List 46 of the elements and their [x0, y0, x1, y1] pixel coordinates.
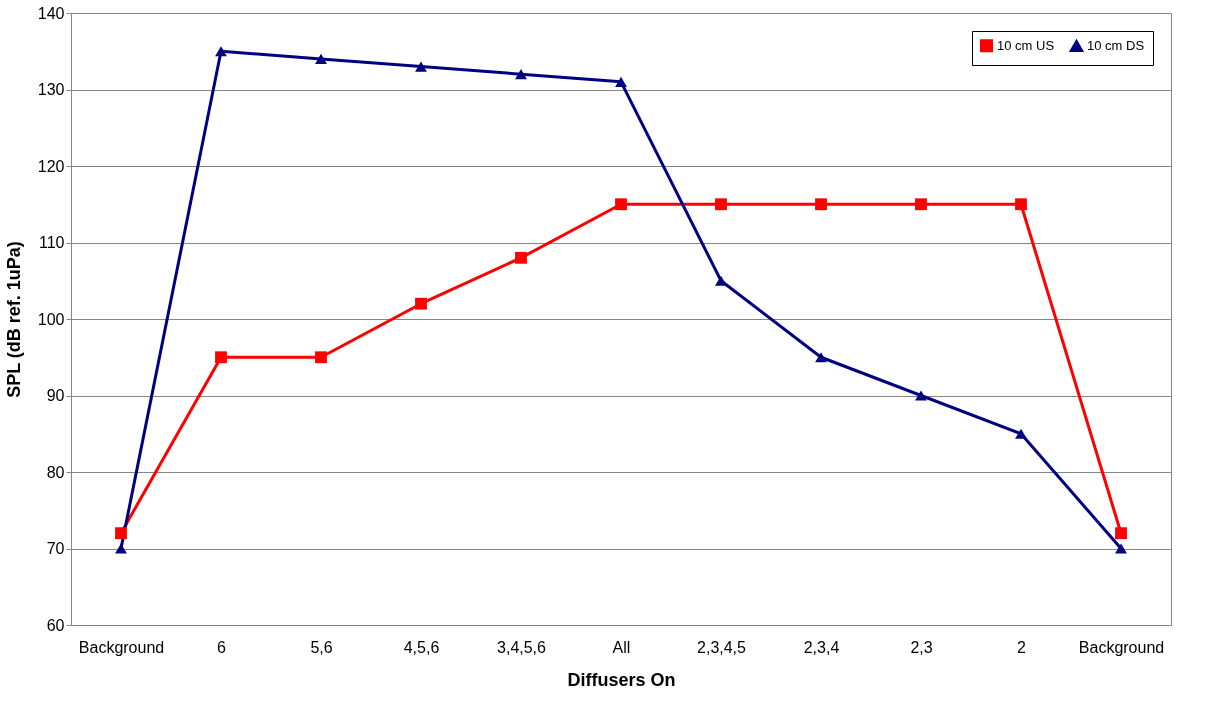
point	[215, 351, 227, 364]
x-tick-label: 4,5,6	[403, 638, 440, 656]
point	[615, 198, 627, 211]
point	[815, 352, 827, 363]
legend-label: 10 cm DS	[1087, 38, 1145, 54]
point	[315, 351, 327, 364]
point	[615, 76, 627, 87]
point	[1015, 198, 1027, 211]
x-tick-label: All	[612, 638, 631, 656]
point	[515, 69, 527, 80]
x-tick-label: 5,6	[310, 638, 333, 656]
y-tick-label: 80	[46, 463, 65, 481]
point	[115, 543, 127, 554]
y-tick-label: 100	[37, 310, 65, 328]
y-axis-title: SPL (dB ref. 1uPa)	[3, 241, 24, 398]
point	[715, 198, 727, 211]
point	[215, 46, 227, 57]
y-tick-label: 130	[37, 81, 65, 98]
y-tick-label: 140	[37, 4, 65, 22]
point	[415, 61, 427, 72]
y-tick-label: 60	[46, 616, 65, 634]
y-tick-label: 110	[38, 234, 65, 251]
y-tick-label: 90	[46, 387, 65, 404]
y-tick-label: 120	[37, 157, 65, 175]
x-tick-label: 2,3,4,5	[697, 638, 747, 656]
point	[1115, 543, 1127, 554]
point	[515, 251, 527, 264]
point	[715, 275, 727, 286]
point	[415, 297, 427, 310]
x-tick-label: 2,3,4	[803, 638, 840, 656]
x-tick-label: 3,4,5,6	[497, 638, 547, 656]
point	[115, 527, 127, 540]
x-tick-label: Background	[78, 638, 165, 656]
point	[315, 53, 327, 65]
point	[815, 198, 827, 211]
x-tick-label: 2	[1017, 638, 1027, 656]
x-tick-label: 6	[217, 638, 227, 656]
y-tick-label: 70	[46, 540, 65, 557]
x-tick-label: Background	[1078, 638, 1165, 656]
x-tick-label: 2,3	[910, 638, 933, 656]
point	[1015, 428, 1027, 439]
point	[915, 198, 927, 211]
legend-label: 10 cm US	[997, 37, 1055, 53]
x-axis-title: Diffusers On	[567, 669, 676, 690]
point	[915, 390, 927, 401]
point	[1115, 527, 1127, 540]
